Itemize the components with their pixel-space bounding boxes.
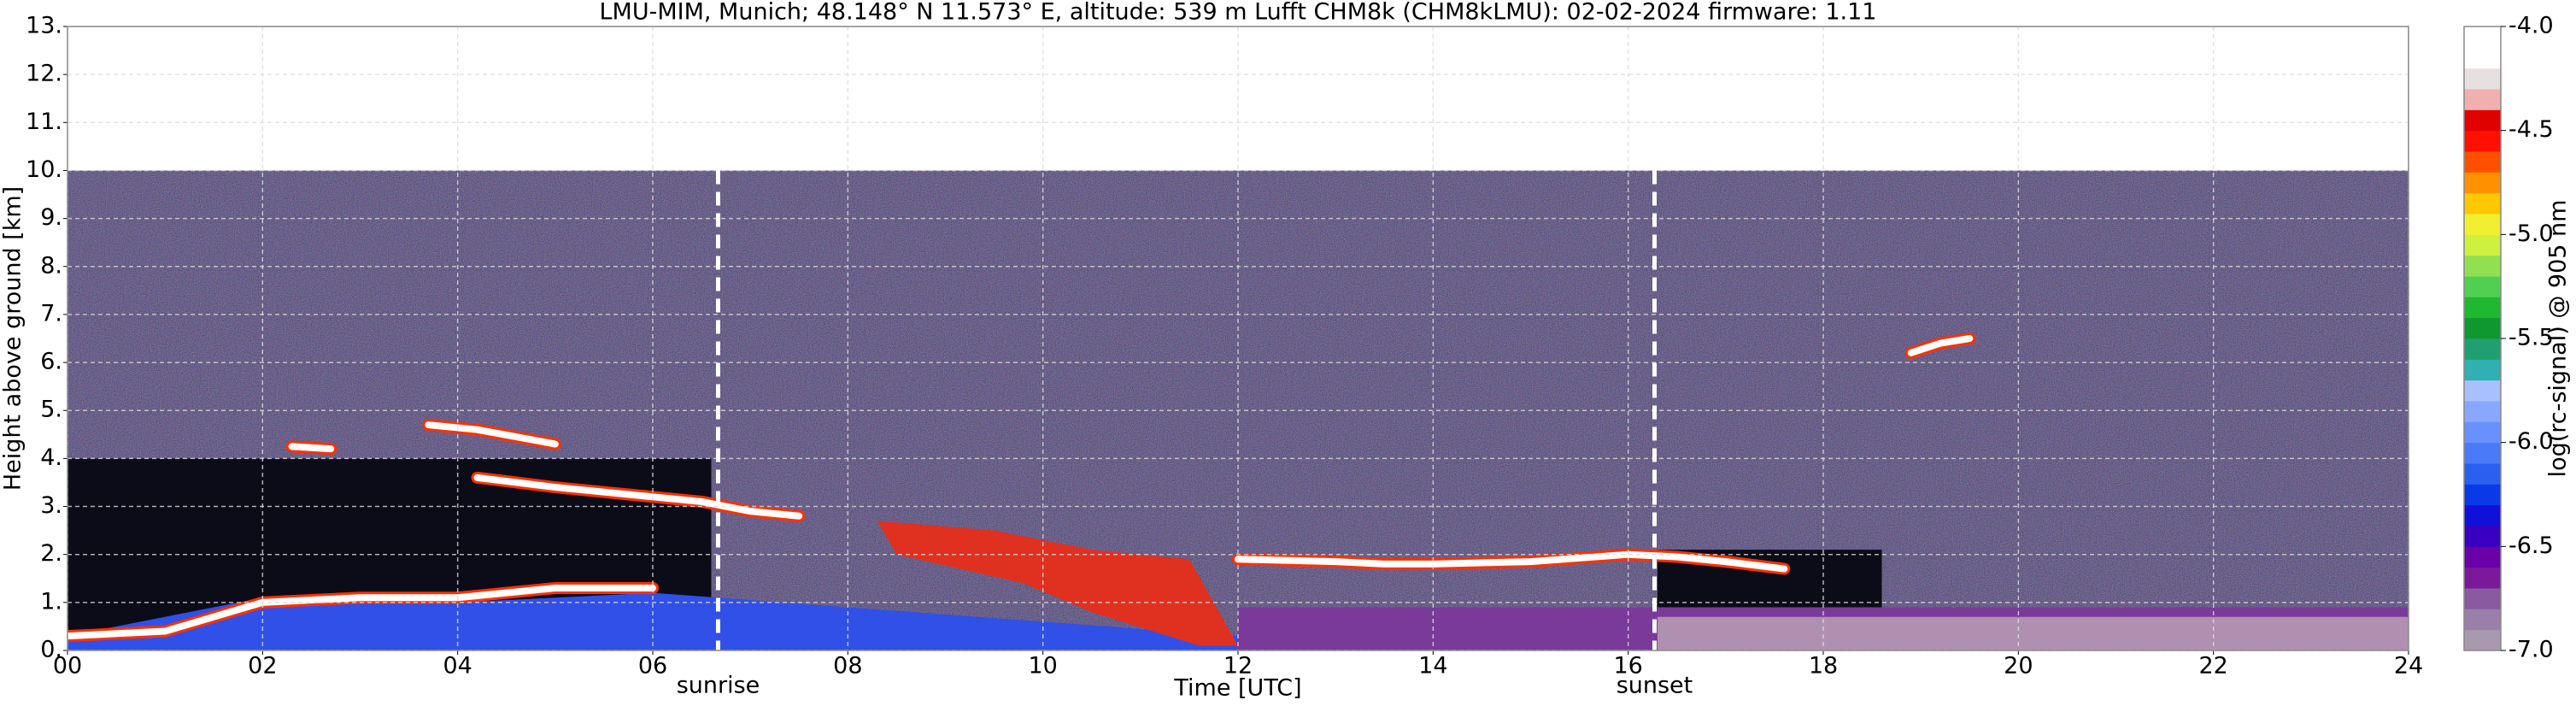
colorbar-band: [2464, 379, 2501, 402]
colorbar-band: [2464, 484, 2501, 506]
annotation: sunset: [1617, 673, 1693, 699]
colorbar-band: [2464, 338, 2501, 360]
x-tick-label: 16: [1613, 653, 1642, 680]
colorbar-band: [2464, 68, 2501, 90]
colorbar-band: [2464, 172, 2501, 194]
x-tick-label: 20: [2004, 653, 2033, 680]
y-axis-title: Height above ground [km]: [0, 186, 26, 491]
y-tick-label: 10.: [26, 156, 62, 183]
cloud-layer: [1235, 550, 1788, 573]
x-tick-label: 18: [1809, 653, 1838, 680]
chart-title: LMU-MIM, Munich; 48.148° N 11.573° E, al…: [600, 0, 1877, 26]
colorbar-band: [2464, 255, 2501, 277]
colorbar-band: [2464, 546, 2501, 568]
y-tick-label: 12.: [26, 61, 62, 87]
x-tick-label: 12: [1223, 653, 1253, 680]
signal-region: [877, 521, 1238, 646]
colorbar-tick-label: -6.5: [2509, 532, 2554, 559]
x-tick-label: 00: [53, 653, 82, 680]
x-tick-label: 22: [2198, 653, 2227, 680]
y-tick-label: 0.: [40, 637, 62, 663]
y-tick-label: 8.: [40, 252, 62, 279]
colorbar-band: [2464, 359, 2501, 381]
y-tick-label: 6.: [40, 349, 62, 375]
colorbar-band: [2464, 234, 2501, 256]
colorbar-band: [2464, 317, 2501, 339]
y-tick-label: 1.: [40, 588, 62, 615]
colorbar-tick-label: -5.0: [2509, 221, 2554, 247]
colorbar-band: [2464, 567, 2501, 589]
colorbar-band: [2464, 609, 2501, 631]
signal-region: [1657, 616, 2409, 650]
colorbar-band: [2464, 463, 2501, 485]
colorbar-band: [2464, 192, 2501, 215]
colorbar-band: [2464, 442, 2501, 464]
colorbar-band: [2464, 130, 2501, 152]
colorbar-tick-label: -6.0: [2509, 428, 2554, 455]
colorbar-tick-label: -4.5: [2509, 116, 2554, 143]
x-tick-label: 08: [833, 653, 862, 680]
colorbar-band: [2464, 401, 2501, 422]
colorbar-band: [2464, 151, 2501, 173]
x-tick-label: 24: [2394, 653, 2423, 680]
colorbar-tick-label: -4.0: [2509, 13, 2554, 39]
x-tick-label: 10: [1028, 653, 1057, 680]
cloud-layer: [288, 421, 559, 453]
colorbar-band: [2464, 109, 2501, 132]
colorbar-band: [2464, 276, 2501, 297]
y-tick-label: 5.: [40, 397, 62, 423]
colorbar-band: [2464, 629, 2501, 651]
colorbar-band: [2464, 214, 2501, 235]
annotation: sunrise: [677, 673, 760, 699]
cloud-layer: [67, 585, 656, 640]
plot-frame: [67, 26, 2409, 651]
colorbar-band: [2464, 47, 2501, 69]
y-tick-label: 13.: [26, 13, 62, 39]
colorbar-tick-label: -7.0: [2509, 637, 2554, 663]
colorbar-title: log(rc-signal) @ 905 nm: [2545, 200, 2572, 478]
x-tick-label: 02: [248, 653, 277, 680]
colorbar-band: [2464, 26, 2501, 48]
colorbar-band: [2464, 421, 2501, 444]
x-tick-label: 04: [443, 653, 472, 680]
y-tick-label: 7.: [40, 300, 62, 327]
cloud-layer: [473, 474, 803, 520]
plot-area: [67, 26, 2409, 650]
colorbar-band: [2464, 504, 2501, 527]
x-tick-label: 06: [638, 653, 667, 680]
y-tick-label: 9.: [40, 204, 62, 231]
colorbar-band: [2464, 526, 2501, 547]
x-axis-title: Time [UTC]: [1173, 675, 1301, 702]
cloud-layer: [1907, 335, 1974, 356]
colorbar-band: [2464, 89, 2501, 110]
x-tick-label: 14: [1418, 653, 1447, 680]
overlay: 0. 1. 2. 3. 4. 5. 6. 7. 8. 9. 10. 11. 12. 13. 00 02 04 06…: [26, 13, 2554, 699]
colorbar-tick-label: -5.5: [2509, 325, 2554, 351]
y-tick-label: 4.: [40, 444, 62, 471]
colorbar-band: [2464, 588, 2501, 609]
y-tick-label: 2.: [40, 540, 62, 567]
y-tick-label: 11.: [26, 109, 62, 135]
y-tick-label: 3.: [40, 492, 62, 519]
colorbar-band: [2464, 297, 2501, 319]
